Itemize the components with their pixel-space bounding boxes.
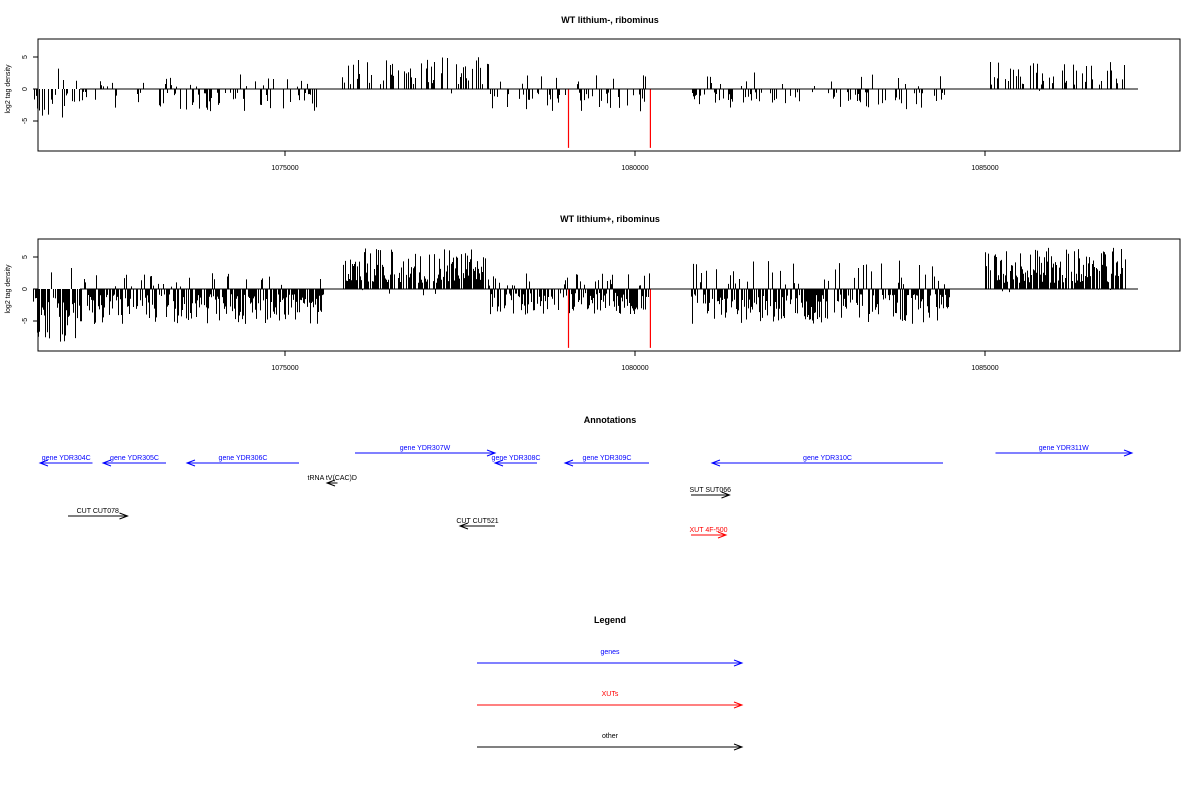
feature-label: gene YDR308C (492, 455, 541, 462)
legend-entries: genes XUTs other (477, 649, 744, 751)
legend-arrow-head (733, 659, 744, 667)
feature-arrow-head (717, 531, 728, 539)
legend-arrow-head (733, 743, 744, 751)
panel-title: WT lithium-, ribominus (561, 15, 659, 25)
x-tick-label: 1075000 (271, 365, 298, 372)
y-tick-label: -5 (22, 318, 29, 324)
panel-title: WT lithium+, ribominus (560, 214, 660, 224)
legend-entry: other (477, 733, 744, 751)
plot-frame (37, 238, 1181, 352)
legend-entry: XUTs (477, 691, 744, 709)
x-tick-label: 1075000 (271, 165, 298, 172)
annotation-feature: gene YDR309C (563, 455, 649, 467)
feature-label: gene YDR306C (219, 455, 268, 462)
feature-label: gene YDR305C (110, 455, 159, 462)
legend-entry: genes (477, 649, 744, 667)
annotation-feature: CUT CUT078 (68, 508, 129, 520)
feature-arrow-head (458, 522, 469, 530)
x-tick-label: 1080000 (621, 365, 648, 372)
feature-arrow-head (563, 459, 574, 467)
feature-arrow-head (486, 449, 497, 457)
annotation-feature: XUT 4F-500 (690, 527, 728, 539)
annotations-title: Annotations (584, 415, 637, 425)
y-tick-label: 5 (22, 255, 29, 259)
feature-label: CUT CUT078 (77, 508, 119, 515)
y-tick-label: -5 (22, 118, 29, 124)
bar-series (34, 57, 1125, 148)
feature-arrow-head (721, 491, 731, 499)
bar-series (33, 247, 1126, 348)
feature-label: gene YDR310C (803, 455, 852, 462)
feature-arrow-head (119, 512, 129, 520)
x-tick-label: 1080000 (621, 165, 648, 172)
y-tick-label: 0 (22, 287, 29, 291)
legend-label: genes (600, 649, 620, 656)
feature-label: tRNA tV(CAC)D (308, 475, 357, 482)
track-panel-lithium-plus: WT lithium+, ribominus log2 tag density … (5, 214, 1181, 372)
feature-label: XUT 4F-500 (690, 527, 728, 534)
track-panel-lithium-minus: WT lithium-, ribominus log2 tag density … (5, 15, 1181, 172)
y-axis-label: log2 tag density (5, 64, 12, 114)
feature-arrow-head (493, 459, 504, 467)
feature-arrow-head (38, 459, 49, 467)
annotation-feature: SUT SUT066 (690, 487, 732, 499)
feature-label: gene YDR309C (583, 455, 632, 462)
annotation-feature: gene YDR305C (101, 455, 166, 467)
annotation-feature: tRNA tV(CAC)D (308, 475, 357, 487)
annotation-feature: gene YDR306C (185, 455, 299, 467)
annotation-feature: gene YDR310C (710, 455, 943, 467)
annotation-features: gene YDR304C gene YDR305C gene YDR306C gene… (38, 445, 1134, 539)
annotations-panel: Annotations gene YDR304C gene YDR305C gene… (38, 415, 1134, 539)
feature-label: CUT CUT521 (456, 518, 498, 525)
y-tick-label: 0 (22, 87, 29, 91)
annotation-feature: CUT CUT521 (456, 518, 499, 530)
legend-label: XUTs (602, 691, 619, 698)
y-axis-label: log2 tag density (5, 264, 12, 314)
feature-label: gene YDR307W (400, 445, 451, 452)
feature-label: SUT SUT066 (690, 487, 732, 494)
annotation-feature: gene YDR304C (38, 455, 93, 467)
legend-arrow-head (733, 701, 744, 709)
annotation-feature: gene YDR311W (995, 445, 1134, 457)
y-tick-label: 5 (22, 55, 29, 59)
legend-title: Legend (594, 615, 626, 625)
annotation-feature: gene YDR307W (355, 445, 497, 457)
feature-arrow-head (325, 479, 336, 487)
feature-label: gene YDR311W (1039, 445, 1089, 452)
feature-arrow-head (1123, 449, 1134, 457)
annotation-feature: gene YDR308C (492, 455, 541, 467)
feature-arrow-head (101, 459, 112, 467)
x-tick-label: 1085000 (971, 365, 998, 372)
legend-label: other (602, 733, 619, 740)
feature-label: gene YDR304C (42, 455, 91, 462)
feature-arrow-head (710, 459, 721, 467)
feature-arrow-head (185, 459, 196, 467)
legend-panel: Legend genes XUTs other (477, 615, 744, 751)
x-tick-label: 1085000 (971, 165, 998, 172)
